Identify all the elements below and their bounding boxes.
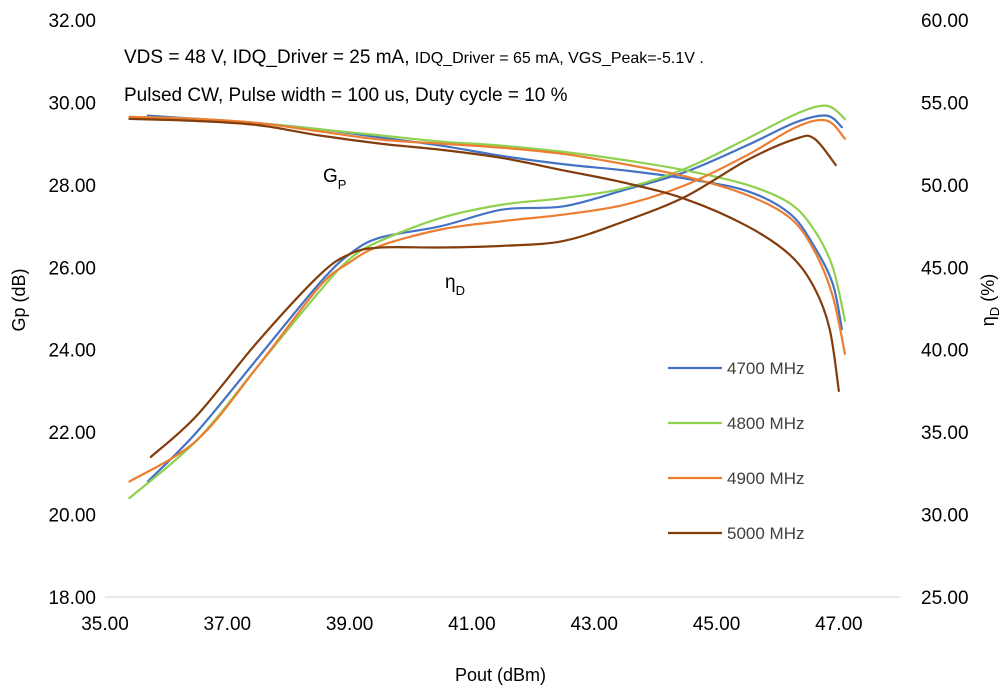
legend-label: 4800 MHz: [727, 414, 804, 433]
eta-label-main: η: [445, 272, 456, 293]
gp-label-main: G: [323, 166, 338, 187]
gp-curve-label: GP: [323, 166, 346, 192]
x-tick-label: 35.00: [81, 614, 129, 635]
efficiency-line-5000-mhz: [149, 134, 837, 458]
y-left-tick-label: 24.00: [48, 341, 96, 362]
y-right-label-tail: (%): [978, 274, 998, 307]
annotation-line1: VDS = 48 V, IDQ_Driver = 25 mA, IDQ_Driv…: [124, 47, 704, 68]
annotation-line1-a: VDS = 48 V, IDQ_Driver = 25 mA,: [124, 47, 415, 68]
y-left-tick-label: 22.00: [48, 423, 96, 444]
x-tick-label: 47.00: [815, 614, 863, 635]
x-tick-label: 41.00: [448, 614, 496, 635]
efficiency-line-4900-mhz: [128, 118, 847, 483]
y-left-tick-label: 30.00: [48, 93, 96, 114]
x-tick-label: 43.00: [570, 614, 618, 635]
y-right-tick-label: 25.00: [921, 588, 969, 609]
y-right-tick-label: 55.00: [921, 93, 969, 114]
legend: 4700 MHz 4800 MHz 4900 MHz 5000 MHz: [668, 359, 804, 543]
y-right-tick-label: 35.00: [921, 423, 969, 444]
y-right-label-sub: D: [987, 307, 1002, 316]
y-right-tick-label: 30.00: [921, 506, 969, 527]
legend-label: 4700 MHz: [727, 359, 804, 378]
y-left-tick-label: 20.00: [48, 506, 96, 527]
x-tick-label: 45.00: [693, 614, 741, 635]
x-axis-label: Pout (dBm): [455, 665, 546, 685]
eta-label-sub: D: [456, 283, 465, 298]
y-right-label-main: η: [978, 316, 998, 326]
eta-curve-label: ηD: [445, 272, 465, 298]
x-tick-label: 37.00: [204, 614, 252, 635]
y-left-tick-label: 32.00: [48, 11, 96, 32]
y-left-axis-label: Gp (dB): [9, 268, 29, 331]
gp-label-sub: P: [338, 177, 347, 192]
annotations-layer: VDS = 48 V, IDQ_Driver = 25 mA, IDQ_Driv…: [9, 47, 1002, 685]
y-right-tick-label: 40.00: [921, 341, 969, 362]
efficiency-line-4700-mhz: [146, 114, 843, 483]
y-right-tick-label: 60.00: [921, 11, 969, 32]
legend-label: 5000 MHz: [727, 524, 804, 543]
y-right-tick-label: 50.00: [921, 176, 969, 197]
y-left-tick-label: 18.00: [48, 588, 96, 609]
annotation-line1-b: IDQ_Driver = 65 mA, VGS_Peak=-5.1V .: [415, 50, 704, 67]
gain-line-5000-mhz: [128, 117, 840, 393]
annotation-line2: Pulsed CW, Pulse width = 100 us, Duty cy…: [124, 85, 568, 106]
ticks-layer: 35.00 37.00 39.00 41.00 43.00 45.00 47.00 18.00…: [48, 11, 968, 635]
y-right-axis-label: ηD (%): [978, 274, 1002, 326]
legend-label: 4900 MHz: [727, 469, 804, 488]
series-layer: [128, 104, 847, 500]
gain-line-4900-mhz: [128, 115, 847, 355]
y-right-tick-label: 45.00: [921, 258, 969, 279]
x-tick-label: 39.00: [326, 614, 374, 635]
y-left-tick-label: 26.00: [48, 258, 96, 279]
y-left-tick-label: 28.00: [48, 176, 96, 197]
